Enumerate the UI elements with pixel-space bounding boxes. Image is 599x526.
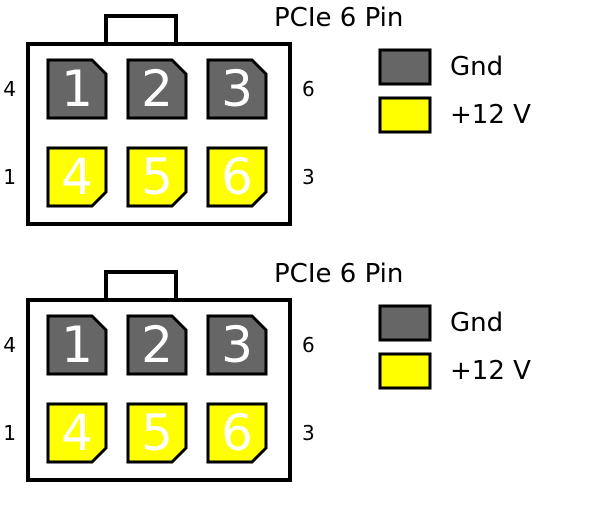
connector: 1234564613PCIe 6 PinGnd+12 V: [3, 3, 531, 224]
connector-key-tab: [106, 272, 176, 300]
connector-title: PCIe 6 Pin: [274, 259, 403, 289]
pin-3-number: 3: [221, 60, 253, 118]
pin-4-number: 4: [61, 148, 93, 206]
connector: 1234564613PCIe 6 PinGnd+12 V: [3, 259, 531, 480]
legend-label--12-v: +12 V: [450, 100, 531, 130]
pin-6-number: 6: [221, 148, 253, 206]
side-label-3: 3: [302, 165, 315, 189]
side-label-4: 4: [3, 77, 16, 101]
connector-title: PCIe 6 Pin: [274, 3, 403, 33]
side-label-1: 1: [3, 165, 16, 189]
pin-1-number: 1: [61, 316, 93, 374]
legend-swatch-gnd: [380, 306, 430, 340]
legend-label--12-v: +12 V: [450, 356, 531, 386]
legend-swatch--12-v: [380, 354, 430, 388]
pin-6-number: 6: [221, 404, 253, 462]
side-label-4: 4: [3, 333, 16, 357]
connector-key-tab: [106, 16, 176, 44]
legend-label-gnd: Gnd: [450, 52, 503, 82]
pin-4-number: 4: [61, 404, 93, 462]
side-label-6: 6: [302, 77, 315, 101]
side-label-6: 6: [302, 333, 315, 357]
legend-swatch--12-v: [380, 98, 430, 132]
pin-5-number: 5: [141, 148, 173, 206]
pin-3-number: 3: [221, 316, 253, 374]
pcie-pinout-diagram: 1234564613PCIe 6 PinGnd+12 V1234564613PC…: [0, 0, 599, 526]
pin-5-number: 5: [141, 404, 173, 462]
pin-2-number: 2: [141, 60, 173, 118]
legend-swatch-gnd: [380, 50, 430, 84]
legend-label-gnd: Gnd: [450, 308, 503, 338]
side-label-3: 3: [302, 421, 315, 445]
pin-2-number: 2: [141, 316, 173, 374]
side-label-1: 1: [3, 421, 16, 445]
pin-1-number: 1: [61, 60, 93, 118]
